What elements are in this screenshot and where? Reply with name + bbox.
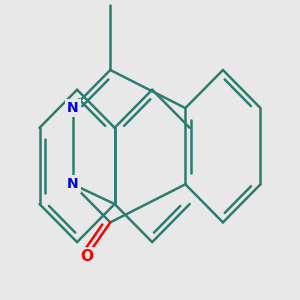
Text: O: O (80, 249, 93, 264)
Text: N: N (67, 101, 79, 115)
Text: N: N (67, 177, 79, 191)
